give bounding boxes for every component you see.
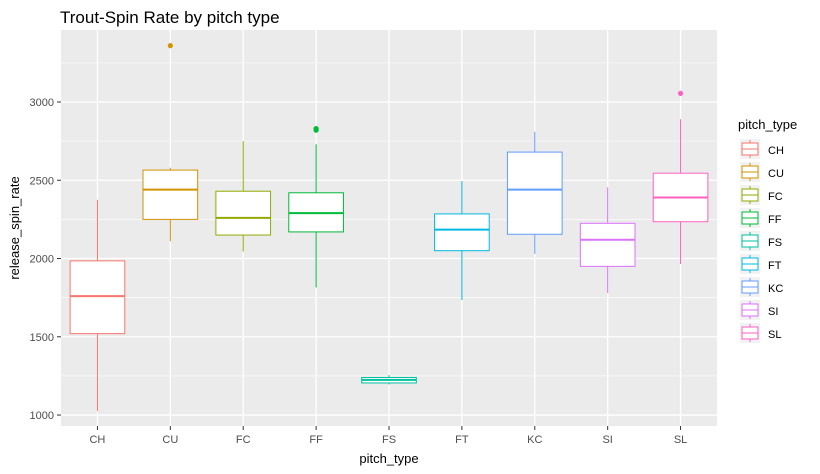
legend-key-cu — [740, 162, 760, 182]
legend-key-ch — [740, 139, 760, 159]
y-axis-title: release_spin_rate — [7, 176, 22, 279]
x-tick-label: SI — [602, 434, 612, 446]
y-tick-label: 1000 — [30, 410, 54, 422]
legend-key-fs — [740, 231, 760, 251]
y-axis-ticks: 1000 1500 2000 2500 3000 — [30, 97, 61, 422]
legend-key-sl — [740, 323, 760, 343]
box-series — [69, 43, 709, 412]
legend-key-ff — [740, 208, 760, 228]
legend-key-si — [740, 300, 760, 320]
legend-label: CH — [768, 145, 784, 157]
x-axis-ticks: CH CU FC FF FS FT KC SI SL — [89, 426, 687, 446]
legend-label: FT — [768, 260, 782, 272]
outlier-point — [167, 43, 173, 49]
legend-label: FS — [768, 237, 782, 249]
y-tick-label: 2000 — [30, 254, 54, 266]
x-tick-label: CH — [89, 434, 105, 446]
chart-title: Trout-Spin Rate by pitch type — [60, 8, 280, 27]
x-tick-label: SL — [674, 434, 687, 446]
box-cu — [142, 43, 199, 242]
legend-key-ft — [740, 254, 760, 274]
y-tick-label: 2500 — [30, 175, 54, 187]
x-tick-label: KC — [527, 434, 542, 446]
box-ft — [434, 181, 490, 300]
box-body — [142, 169, 199, 220]
legend-label: SI — [768, 306, 778, 318]
legend-label: KC — [768, 283, 783, 295]
box-body — [69, 260, 126, 335]
legend-label: SL — [768, 329, 781, 341]
box-body — [506, 151, 563, 235]
y-tick-label: 3000 — [30, 97, 54, 109]
x-tick-label: FT — [455, 434, 469, 446]
legend-label: CU — [768, 168, 784, 180]
outlier-point — [313, 126, 319, 132]
box-fc — [215, 141, 272, 252]
box-body — [579, 222, 636, 267]
box-ch — [69, 199, 126, 412]
x-tick-label: CU — [162, 434, 178, 446]
legend-title: pitch_type — [738, 117, 797, 132]
legend: pitch_type CH CU FC FF FS FT KC SI SL — [738, 117, 797, 343]
legend-key-fc — [740, 185, 760, 205]
box-ff — [288, 126, 344, 288]
box-sl — [652, 90, 709, 264]
x-axis-title: pitch_type — [359, 451, 418, 466]
box-kc — [506, 131, 563, 254]
x-tick-label: FS — [382, 434, 396, 446]
box-body — [215, 190, 272, 236]
box-body — [434, 213, 490, 252]
x-tick-label: FC — [236, 434, 251, 446]
legend-label: FF — [768, 214, 782, 226]
y-tick-label: 1500 — [30, 332, 54, 344]
outlier-point — [677, 90, 684, 96]
x-tick-label: FF — [309, 434, 323, 446]
legend-label: FC — [768, 191, 783, 203]
box-si — [579, 187, 636, 293]
legend-key-kc — [740, 277, 760, 297]
box-fs — [361, 375, 417, 385]
